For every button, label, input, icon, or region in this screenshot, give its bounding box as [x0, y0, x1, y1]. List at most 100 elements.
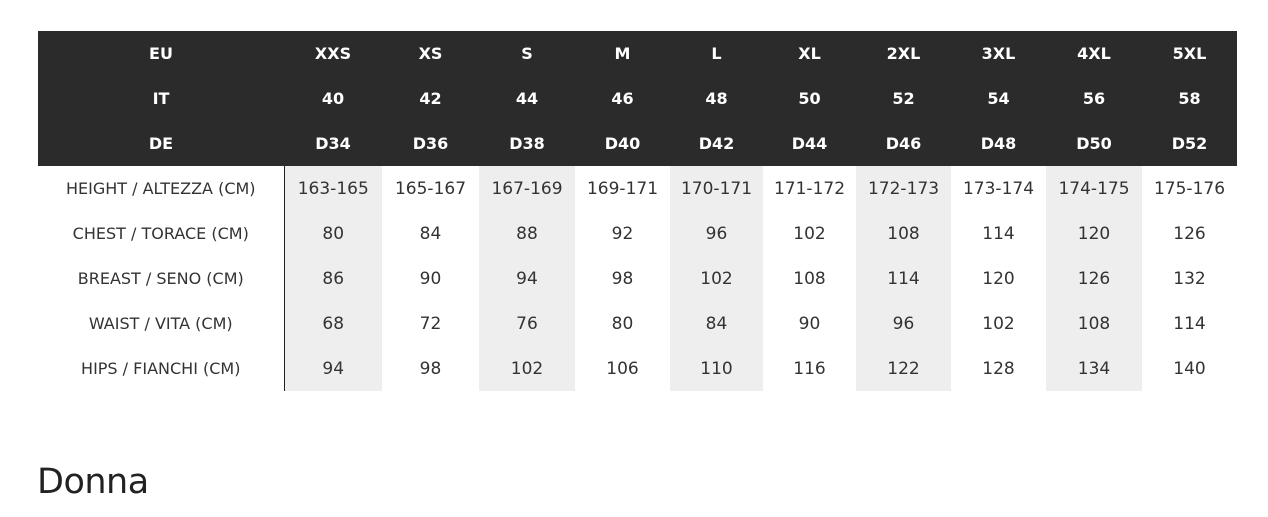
size-cell: 40	[284, 76, 382, 121]
measurement-cell: 92	[611, 223, 634, 244]
size-cell: 46	[575, 76, 670, 121]
measurement-cell: 98	[611, 268, 634, 289]
size-cell: XXS	[284, 31, 382, 76]
measurement-cell: 108	[1046, 301, 1142, 346]
measurement-cell: 122	[856, 346, 951, 391]
size-cell: 44	[479, 76, 575, 121]
measurement-cell: 163-165	[283, 166, 382, 211]
size-cell: D52	[1142, 121, 1237, 166]
measurement-cell: 114	[1173, 313, 1206, 334]
measurement-cell: 169-171	[586, 178, 659, 199]
size-system-label: IT	[38, 76, 284, 121]
measurement-cell: 126	[1173, 223, 1206, 244]
size-cell: L	[670, 31, 763, 76]
measurement-cell: 132	[1173, 268, 1206, 289]
measurement-cell: 126	[1046, 256, 1142, 301]
measurement-cell: 114	[856, 256, 951, 301]
size-cell: 4XL	[1046, 31, 1142, 76]
measurement-cell: 171-172	[773, 178, 846, 199]
row-label: BREAST / SENO (CM)	[77, 269, 244, 288]
size-cell: D38	[479, 121, 575, 166]
table-row: CHEST / TORACE (CM) 80 84 88 92 96 102 108 114 12…	[38, 211, 1237, 256]
measurement-cell: 76	[479, 301, 575, 346]
measurement-cell: 96	[670, 211, 763, 256]
size-cell: D44	[763, 121, 856, 166]
measurement-cell: 96	[856, 301, 951, 346]
row-label: CHEST / TORACE (CM)	[72, 224, 249, 243]
measurement-cell: 170-171	[670, 166, 763, 211]
measurement-cell: 114	[982, 223, 1015, 244]
measurement-cell: 110	[670, 346, 763, 391]
measurement-cell: 80	[283, 211, 382, 256]
table-row: WAIST / VITA (CM) 68 72 76 80 84 90 96 102 108 114	[38, 301, 1237, 346]
size-cell: D42	[670, 121, 763, 166]
measurement-cell: 173-174	[962, 178, 1035, 199]
measurement-cell: 98	[419, 358, 442, 379]
header-row: DE D34 D36 D38 D40 D42 D44 D46 D48 D50 D52	[38, 121, 1237, 166]
size-cell: 56	[1046, 76, 1142, 121]
size-cell: 2XL	[856, 31, 951, 76]
row-label: HEIGHT / ALTEZZA (CM)	[65, 179, 256, 198]
measurement-cell: 72	[419, 313, 442, 334]
size-cell: D36	[382, 121, 479, 166]
size-chart-table: EU XXS XS S M L XL 2XL 3XL 4XL 5XL IT 40 42 44 46 48 50 52…	[38, 31, 1237, 391]
size-cell: 50	[763, 76, 856, 121]
measurement-cell: 120	[1046, 211, 1142, 256]
measurement-cell: 134	[1046, 346, 1142, 391]
size-cell: 48	[670, 76, 763, 121]
measurement-cell: 108	[856, 211, 951, 256]
measurement-cell: 167-169	[479, 166, 575, 211]
measurement-cell: 175-176	[1153, 178, 1226, 199]
measurement-cell: 84	[670, 301, 763, 346]
size-cell: 52	[856, 76, 951, 121]
size-cell: D34	[284, 121, 382, 166]
section-title: Donna	[37, 462, 149, 502]
row-label: HIPS / FIANCHI (CM)	[81, 359, 241, 378]
size-cell: M	[575, 31, 670, 76]
measurement-cell: 128	[982, 358, 1015, 379]
size-cell: S	[479, 31, 575, 76]
header-row: IT 40 42 44 46 48 50 52 54 56 58	[38, 76, 1237, 121]
measurement-cell: 84	[419, 223, 442, 244]
measurement-cell: 102	[982, 313, 1015, 334]
size-cell: 58	[1142, 76, 1237, 121]
row-label: WAIST / VITA (CM)	[88, 314, 233, 333]
size-cell: 54	[951, 76, 1046, 121]
measurement-cell: 108	[793, 268, 826, 289]
measurement-cell: 120	[982, 268, 1015, 289]
table-row: HEIGHT / ALTEZZA (CM) 163-165 165-167 167-1…	[38, 166, 1237, 211]
measurement-cell: 116	[793, 358, 826, 379]
size-chart-body: HEIGHT / ALTEZZA (CM) 163-165 165-167 167-1…	[38, 166, 1237, 391]
table-row: BREAST / SENO (CM) 86 90 94 98 102 108 114 120 12…	[38, 256, 1237, 301]
size-cell: 5XL	[1142, 31, 1237, 76]
measurement-cell: 94	[479, 256, 575, 301]
measurement-cell: 88	[479, 211, 575, 256]
size-system-label: EU	[38, 31, 284, 76]
size-cell: D46	[856, 121, 951, 166]
size-cell: 42	[382, 76, 479, 121]
measurement-cell: 102	[793, 223, 826, 244]
size-cell: XS	[382, 31, 479, 76]
measurement-cell: 172-173	[856, 166, 951, 211]
measurement-cell: 165-167	[394, 178, 467, 199]
measurement-cell: 106	[606, 358, 639, 379]
size-chart-header: EU XXS XS S M L XL 2XL 3XL 4XL 5XL IT 40 42 44 46 48 50 52…	[38, 31, 1237, 166]
measurement-cell: 68	[283, 301, 382, 346]
size-cell: D50	[1046, 121, 1142, 166]
header-row: EU XXS XS S M L XL 2XL 3XL 4XL 5XL	[38, 31, 1237, 76]
measurement-cell: 174-175	[1046, 166, 1142, 211]
measurement-cell: 90	[798, 313, 821, 334]
size-cell: D40	[575, 121, 670, 166]
size-cell: D48	[951, 121, 1046, 166]
table-row: HIPS / FIANCHI (CM) 94 98 102 106 110 116 122 12…	[38, 346, 1237, 391]
size-cell: XL	[763, 31, 856, 76]
measurement-cell: 102	[670, 256, 763, 301]
measurement-cell: 90	[419, 268, 442, 289]
measurement-cell: 94	[283, 346, 382, 391]
size-system-label: DE	[38, 121, 284, 166]
measurement-cell: 102	[479, 346, 575, 391]
measurement-cell: 140	[1173, 358, 1206, 379]
size-cell: 3XL	[951, 31, 1046, 76]
measurement-cell: 80	[611, 313, 634, 334]
measurement-cell: 86	[283, 256, 382, 301]
